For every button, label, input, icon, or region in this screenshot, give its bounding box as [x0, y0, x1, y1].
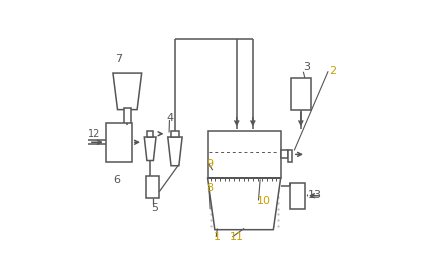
Text: 12: 12	[88, 129, 100, 139]
Bar	[208, 130, 281, 178]
Text: 3: 3	[303, 62, 310, 73]
Bar	[106, 123, 132, 162]
Polygon shape	[168, 137, 182, 166]
Bar	[171, 130, 178, 137]
Bar	[147, 130, 153, 137]
Polygon shape	[113, 73, 142, 110]
Text: 7: 7	[115, 54, 123, 64]
Bar	[289, 150, 292, 162]
Bar	[146, 176, 159, 198]
Text: 5: 5	[151, 203, 158, 213]
Text: 10: 10	[257, 195, 271, 206]
Bar	[290, 183, 306, 209]
Text: 2: 2	[329, 66, 336, 76]
Bar	[291, 78, 311, 110]
Text: 9: 9	[206, 159, 213, 169]
Bar	[124, 108, 130, 125]
Text: 11: 11	[230, 232, 244, 242]
Text: 8: 8	[206, 182, 213, 193]
Text: 6: 6	[114, 175, 121, 185]
Text: 4: 4	[166, 113, 174, 123]
Polygon shape	[208, 178, 281, 230]
Bar	[281, 150, 289, 158]
Text: 13: 13	[307, 190, 321, 200]
Text: 1: 1	[214, 232, 221, 242]
Polygon shape	[144, 137, 156, 161]
